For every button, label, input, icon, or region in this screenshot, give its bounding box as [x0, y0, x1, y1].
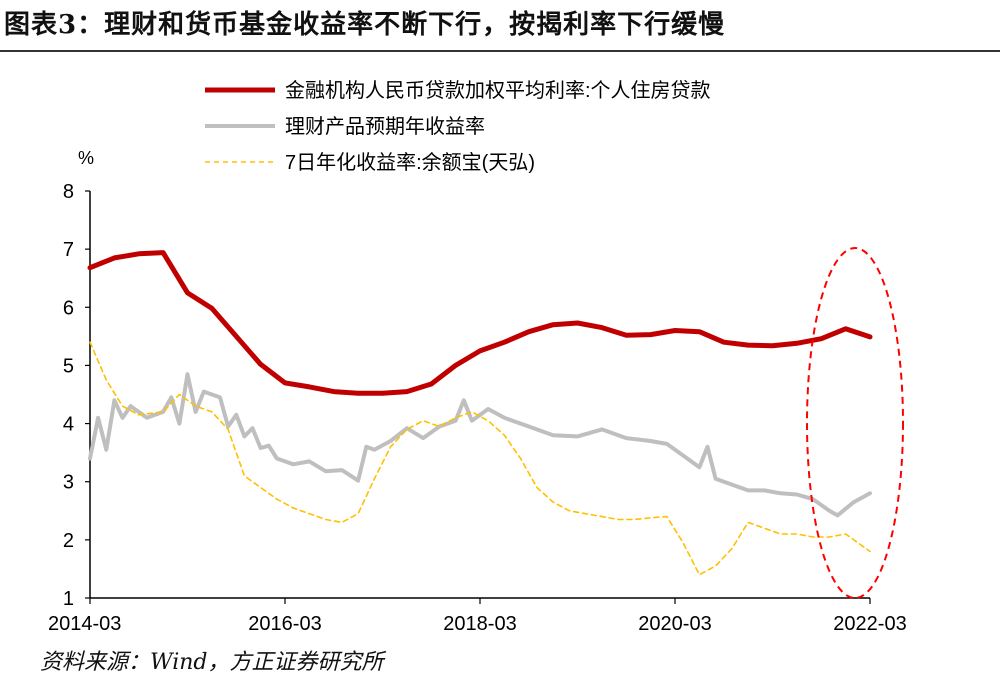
y-tick-label: 6 — [63, 297, 74, 319]
x-tick-label: 2016-03 — [248, 613, 321, 635]
x-tick-label: 2014-03 — [48, 613, 121, 635]
legend-label-wealth: 理财产品预期年收益率 — [285, 115, 485, 138]
legend-label-yuebao: 7日年化收益率:余额宝(天弘) — [285, 151, 535, 174]
y-tick-label: 5 — [63, 355, 74, 377]
x-tick-label: 2020-03 — [638, 613, 711, 635]
series-line-mortgage — [87, 250, 873, 396]
y-tick-label: 4 — [63, 414, 74, 436]
series-layer — [87, 250, 873, 576]
x-tick-label: 2022-03 — [833, 613, 906, 635]
y-tick-label: 2 — [63, 530, 74, 552]
legend-label-mortgage: 金融机构人民币贷款加权平均利率:个人住房贷款 — [285, 79, 711, 102]
y-tick-label: 8 — [63, 181, 74, 203]
series-line-wealth — [88, 372, 872, 518]
source-note: 资料来源：Wind，方正证券研究所 — [40, 650, 384, 675]
y-tick-label: 7 — [63, 239, 74, 261]
y-tick-label: 3 — [63, 472, 74, 494]
axes: 1 2 3 4 5 6 7 8 2014-03 2016-03 2018-03 2020-03 2022… — [48, 181, 907, 635]
y-axis-unit-label: % — [78, 148, 94, 168]
title-divider — [0, 50, 1000, 52]
annotation-layer — [806, 247, 904, 599]
series-line-yuebao — [89, 341, 871, 576]
figure-title: 图表3：理财和货币基金收益率不断下行，按揭利率下行缓慢 — [4, 10, 726, 40]
y-tick-label: 1 — [63, 588, 74, 610]
highlight-ellipse — [806, 247, 904, 599]
x-tick-label: 2018-03 — [443, 613, 516, 635]
